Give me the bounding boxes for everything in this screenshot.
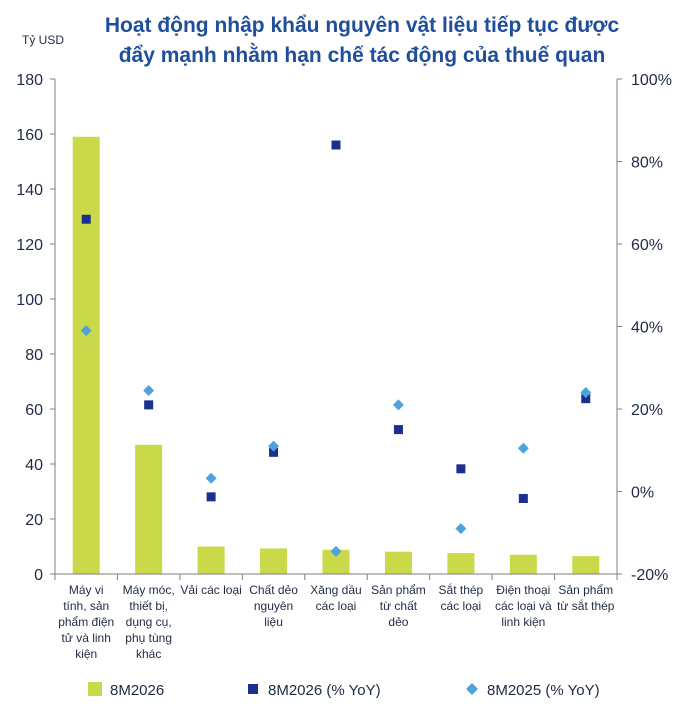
category-label-4: Chất dẻo nguyên liệu xyxy=(249,583,298,629)
yoy-2026-marker-9 xyxy=(581,394,591,404)
category-label-line: từ sắt thép xyxy=(557,598,615,613)
yoy-2025-marker-1 xyxy=(80,325,92,337)
category-label-line: liệu xyxy=(264,615,283,629)
category-label-line: linh kiện xyxy=(501,615,545,629)
category-label-line: dẻo xyxy=(388,615,408,629)
yoy-2026-marker-6 xyxy=(393,425,403,435)
legend-swatch-square xyxy=(248,684,258,694)
chart-title: Hoạt động nhập khẩu nguyên vật liệu tiếp… xyxy=(105,14,620,67)
category-label-6: Sản phẩm từ chất dẻo xyxy=(371,583,426,629)
category-label-line: Xăng dầu xyxy=(310,583,361,597)
category-label-line: các loại xyxy=(441,599,482,613)
bars-layer xyxy=(72,136,600,574)
category-label-line: các loại và xyxy=(495,599,552,613)
category-label-line: Chất dẻo xyxy=(249,583,298,597)
yoy-2025-marker-3 xyxy=(205,472,217,484)
category-label-5: Xăng dầu các loại xyxy=(310,583,361,613)
legend-label: 8M2025 (% YoY) xyxy=(487,682,600,699)
yoy-2025-marker-7 xyxy=(455,523,467,535)
left-tick-label: 20 xyxy=(25,512,43,529)
category-label-line: Máy vi xyxy=(69,583,104,597)
yoy-2025-marker-9 xyxy=(580,387,592,398)
legend-swatch-bar xyxy=(88,682,102,696)
category-label-line: Máy móc, xyxy=(123,583,175,597)
legend-swatch-diamond xyxy=(466,683,478,695)
y-axis-unit-label: Tỷ USD xyxy=(22,33,64,47)
yoy-2026-marker-7 xyxy=(456,464,466,474)
yoy-2026-marker-2 xyxy=(144,400,154,410)
legend-item-3: 8M2025 (% YoY) xyxy=(466,682,600,699)
left-tick-label: 0 xyxy=(34,567,43,584)
right-tick-label: 60% xyxy=(631,237,663,254)
right-tick-label: 100% xyxy=(631,72,672,89)
category-label-line: Điện thoại xyxy=(496,583,550,597)
yoy-2026-marker-5 xyxy=(331,140,341,150)
right-axis-ticks: -20% 0% 20% 40% 60% 80% 100% xyxy=(617,72,672,584)
bar-6 xyxy=(384,551,412,574)
left-tick-label: 60 xyxy=(25,402,43,419)
legend-label: 8M2026 xyxy=(110,682,164,699)
category-label-1: Máy vi tính, sản phẩm điện tử và linh kiện xyxy=(58,583,114,661)
left-tick-label: 120 xyxy=(16,237,43,254)
category-label-line: Sắt thép xyxy=(439,582,484,597)
category-label-line: dụng cụ, xyxy=(126,615,172,629)
right-tick-label: 0% xyxy=(631,485,654,502)
category-label-line: Sản phẩm xyxy=(371,583,426,597)
legend-label: 8M2026 (% YoY) xyxy=(268,682,381,699)
bar-3 xyxy=(197,546,225,574)
bar-8 xyxy=(509,554,537,574)
category-label-line: tử và linh xyxy=(62,631,111,645)
category-label-line: Sản phẩm xyxy=(558,583,613,597)
markers-layer xyxy=(80,140,592,557)
chart-title-line-2: đẩy mạnh nhằm hạn chế tác động của thuế … xyxy=(119,43,606,67)
legend: 8M2026 8M2026 (% YoY) 8M2025 (% YoY) xyxy=(88,682,600,699)
category-label-line: phẩm điện xyxy=(58,615,114,629)
right-tick-label: 20% xyxy=(631,402,663,419)
yoy-2026-marker-8 xyxy=(518,494,528,504)
category-label-line: kiện xyxy=(75,647,97,661)
legend-item-2: 8M2026 (% YoY) xyxy=(248,682,381,699)
category-label-7: Sắt thép các loại xyxy=(439,582,484,613)
yoy-2025-marker-5 xyxy=(330,545,342,557)
yoy-2026-marker-1 xyxy=(81,214,91,224)
category-label-line: từ chất xyxy=(380,599,418,613)
category-label-line: khác xyxy=(136,647,161,661)
bar-4 xyxy=(260,548,288,574)
bar-9 xyxy=(572,556,600,574)
yoy-2025-marker-4 xyxy=(268,440,280,452)
right-tick-label: 40% xyxy=(631,320,663,337)
yoy-2026-marker-4 xyxy=(269,447,279,457)
left-tick-label: 80 xyxy=(25,347,43,364)
right-tick-label: -20% xyxy=(631,567,668,584)
right-tick-label: 80% xyxy=(631,155,663,172)
bar-7 xyxy=(447,553,475,574)
yoy-2026-marker-3 xyxy=(206,492,216,502)
category-label-8: Điện thoại các loại và linh kiện xyxy=(495,583,552,629)
category-label-line: nguyên xyxy=(254,599,293,613)
category-label-line: Vải các loại xyxy=(180,583,241,597)
chart-title-line-1: Hoạt động nhập khẩu nguyên vật liệu tiếp… xyxy=(105,14,620,37)
bar-2 xyxy=(135,444,163,574)
left-tick-label: 100 xyxy=(16,292,43,309)
category-label-3: Vải các loại xyxy=(180,583,241,597)
left-axis-ticks: 0 20 40 60 80 100 120 140 160 180 xyxy=(16,72,55,584)
category-label-line: các loại xyxy=(316,599,357,613)
category-label-line: thiết bị, xyxy=(129,599,168,613)
left-tick-label: 180 xyxy=(16,72,43,89)
yoy-2025-marker-2 xyxy=(143,384,155,396)
category-label-2: Máy móc, thiết bị, dụng cụ, phụ tùng khác xyxy=(123,583,175,661)
yoy-2025-marker-6 xyxy=(392,399,404,411)
category-label-line: tính, sản xyxy=(63,599,109,613)
yoy-2025-marker-8 xyxy=(517,442,529,454)
left-tick-label: 160 xyxy=(16,127,43,144)
left-tick-label: 40 xyxy=(25,457,43,474)
bar-1 xyxy=(72,136,100,574)
left-tick-label: 140 xyxy=(16,182,43,199)
legend-item-1: 8M2026 xyxy=(88,682,164,699)
category-label-line: phụ tùng xyxy=(125,631,172,645)
